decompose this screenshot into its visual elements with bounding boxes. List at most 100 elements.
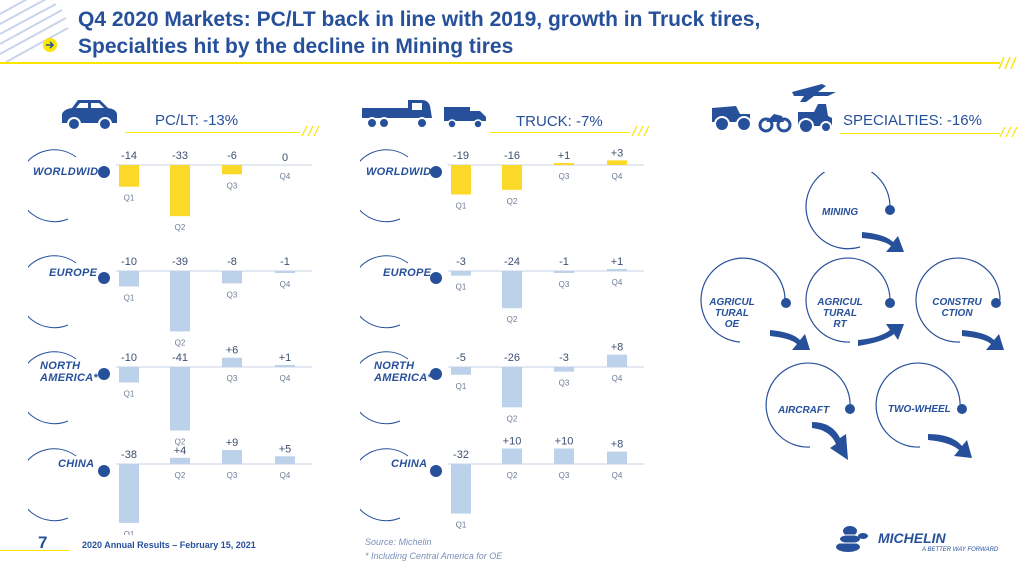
pclt-category-label: Q3 [227, 374, 238, 383]
truck-bar-china-q2 [502, 448, 522, 464]
pclt-category-label: Q3 [227, 181, 238, 190]
truck-value-label: -32 [453, 449, 469, 461]
pclt-bar-worldwide-q1 [119, 165, 139, 187]
title-line-1: Q4 2020 Markets: PC/LT back in line with… [78, 8, 761, 31]
pclt-value-label: +5 [279, 443, 292, 455]
truck-value-label: +3 [611, 147, 624, 159]
pclt-value-label: +6 [226, 345, 239, 357]
pclt-category-label: Q4 [280, 172, 291, 181]
truck-value-label: +1 [611, 256, 624, 268]
truck-category-label: Q2 [507, 471, 518, 480]
pclt-region-dot [98, 272, 110, 284]
truck-region-arc [360, 255, 409, 329]
truck-category-label: Q4 [612, 471, 623, 480]
mining-arc [805, 172, 891, 250]
truck-bar-north-america-q3 [554, 367, 574, 372]
truck-category-label: Q4 [612, 278, 623, 287]
pclt-region-europe: EUROPE [49, 267, 98, 279]
pclt-bar-europe-q3 [222, 271, 242, 284]
pclt-bar-europe-q4 [275, 271, 295, 273]
pclt-region-china: CHINA [58, 458, 95, 470]
truck-region-worldwide: WORLDWIDE [366, 166, 439, 178]
header-stripes-icon [0, 0, 69, 62]
truck-value-label: -16 [504, 150, 520, 162]
truck-bar-worldwide-q4 [607, 160, 627, 165]
pclt-region-dot [98, 465, 110, 477]
truck-region-china: CHINA [391, 458, 428, 470]
truck-category-label: Q3 [559, 172, 570, 181]
pclt-value-label: 0 [282, 152, 288, 164]
truck-bar-china-q1 [451, 464, 471, 514]
pclt-value-label: -1 [280, 256, 290, 268]
aircraft-arc [765, 362, 851, 448]
truck-value-label: -1 [559, 256, 569, 268]
pclt-bar-china-q3 [222, 450, 242, 464]
specialty-mining-label: MINING [822, 207, 859, 218]
footer-line [0, 550, 70, 551]
specialties-diagram [700, 172, 1004, 460]
truck-category-label: Q1 [456, 382, 467, 391]
truck-section-line [490, 132, 630, 133]
pclt-category-label: Q2 [175, 223, 186, 232]
pclt-region-dot [98, 166, 110, 178]
truck-bar-europe-q4 [607, 269, 627, 271]
truck-category-label: Q2 [507, 197, 518, 206]
truck-value-label: -24 [504, 256, 520, 268]
title-underline [0, 62, 1000, 64]
pclt-chart: -14 Q1 -33 Q2 -6 Q3 0 Q4 -10 Q1 -39 Q2 -8 Q3 -1 Q4 -10 Q1… [28, 149, 312, 535]
truck-value-label: +1 [558, 150, 571, 162]
agri-oe-dot [781, 298, 791, 308]
truck-category-label: Q4 [612, 172, 623, 181]
pclt-bar-north-america-q3 [222, 357, 242, 367]
truck-category-label: Q4 [612, 374, 623, 383]
agri-rt-arc [805, 257, 891, 343]
two-wheel-down-arrow-icon [928, 434, 972, 458]
truck-bar-north-america-q1 [451, 367, 471, 375]
pclt-value-label: -39 [172, 256, 188, 268]
specialties-section-line [840, 133, 1000, 134]
truck-bar-europe-q3 [554, 271, 574, 273]
truck-category-label: Q3 [559, 471, 570, 480]
construction-arc [915, 257, 1001, 343]
truck-value-label: +10 [503, 436, 522, 448]
truck-europe-group: -3 Q1 -24 Q2 -1 Q3 +1 Q4 [360, 255, 644, 329]
pclt-category-label: Q4 [280, 374, 291, 383]
aircraft-dot [845, 404, 855, 414]
pclt-bar-north-america-q4 [275, 365, 295, 367]
truck-region-dot [430, 166, 442, 178]
truck-value-label: +8 [611, 342, 624, 354]
aircraft-down-arrow-icon [812, 422, 848, 460]
two-wheel-arc [875, 362, 961, 448]
pclt-category-label: Q1 [124, 530, 135, 535]
construction-dot [991, 298, 1001, 308]
pclt-category-label: Q3 [227, 290, 238, 299]
truck-region-dot [430, 368, 442, 380]
pclt-region-worldwide: WORLDWIDE [33, 166, 106, 178]
specialty-agricultural-oe-label: AGRICUL TURAL OE [709, 297, 755, 330]
footnote-text: * Including Central America for OE [365, 551, 503, 561]
truck-china-group: -32 Q1 +10 Q2 +10 Q3 +8 Q4 [360, 436, 644, 530]
truck-category-label: Q1 [456, 521, 467, 530]
pclt-category-label: Q4 [280, 280, 291, 289]
truck-bar-worldwide-q1 [451, 165, 471, 195]
mining-down-arrow-icon [862, 232, 904, 252]
pclt-value-label: -10 [121, 256, 137, 268]
truck-category-label: Q3 [559, 280, 570, 289]
pclt-region-arc [28, 255, 77, 329]
pclt-category-label: Q2 [175, 438, 186, 447]
pclt-category-label: Q2 [175, 471, 186, 480]
pclt-value-label: -10 [121, 352, 137, 364]
pclt-category-label: Q3 [227, 471, 238, 480]
source-note: Source: Michelin * Including Central Ame… [365, 535, 502, 563]
specialties-section-title: SPECIALTIES: -16% [843, 112, 982, 129]
pclt-value-label: -8 [227, 256, 237, 268]
truck-value-label: -19 [453, 150, 469, 162]
source-text: Source: Michelin [365, 537, 432, 547]
truck-region-north-america: NORTH AMERICA* [374, 360, 433, 384]
specialty-agricultural-rt-label: AGRICUL TURAL RT [817, 297, 863, 330]
truck-bar-europe-q1 [451, 271, 471, 276]
pclt-north-america-group: -10 Q1 -41 Q2 +6 Q3 +1 Q4 [28, 345, 312, 447]
truck-value-label: +8 [611, 439, 624, 451]
specialty-aircraft-label: AIRCRAFT [778, 405, 830, 416]
pclt-region-arc [28, 351, 77, 425]
